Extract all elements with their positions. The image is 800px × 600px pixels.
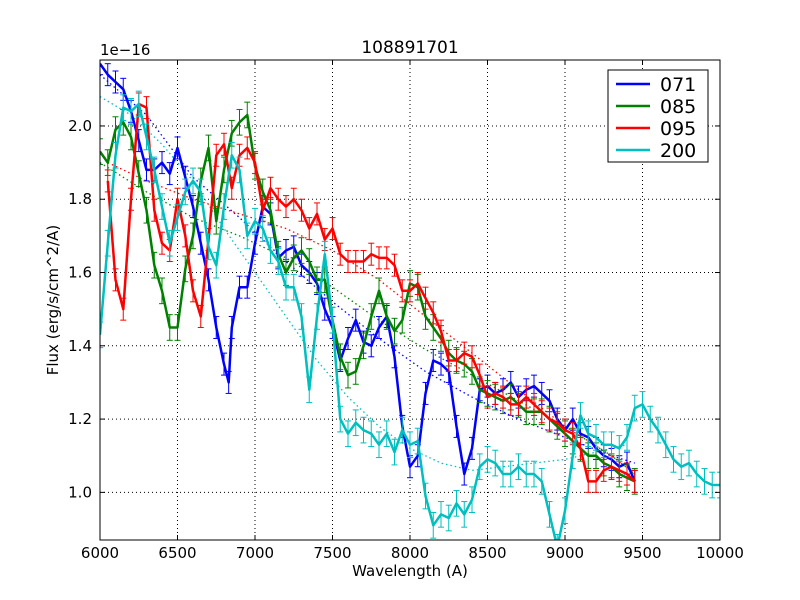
x-tick-label: 8000 [391, 544, 429, 562]
y-tick-label: 1.6 [68, 264, 92, 282]
series-200 [100, 90, 720, 540]
series-line-095 [106, 102, 636, 483]
x-tick-label: 7000 [236, 544, 274, 562]
series-line-200 [100, 102, 720, 540]
legend-label-095: 095 [660, 118, 696, 140]
x-tick-label: 6500 [158, 544, 196, 562]
y-axis-label: Flux (erg/s/cm^2/A) [44, 225, 62, 376]
legend-label-200: 200 [660, 140, 696, 162]
x-tick-label: 9500 [623, 544, 661, 562]
legend-label-085: 085 [660, 96, 696, 118]
x-tick-label: 8500 [468, 544, 506, 562]
series-095 [104, 92, 638, 493]
x-tick-label: 7500 [313, 544, 351, 562]
legend-box [607, 69, 709, 163]
fit-line-200-fit [100, 96, 628, 472]
chart-title: 108891701 [361, 38, 458, 58]
x-axis-label: Wavelength (A) [352, 562, 468, 580]
y-tick-label: 1.2 [68, 410, 92, 428]
legend-label-071: 071 [660, 74, 696, 96]
x-tick-label: 9000 [546, 544, 584, 562]
offset-label: 1e−16 [100, 41, 150, 59]
y-tick-label: 2.0 [68, 117, 92, 135]
y-tick-label: 1.4 [68, 337, 92, 355]
series [100, 60, 720, 540]
x-tick-label: 10000 [696, 544, 744, 562]
y-tick-label: 1.0 [68, 483, 92, 501]
ticks: 6000 6500 7000 7500 8000 8500 9000 9500 10000 1.0… [68, 60, 744, 562]
x-tick-label: 6000 [81, 544, 119, 562]
y-tick-label: 1.8 [68, 190, 92, 208]
